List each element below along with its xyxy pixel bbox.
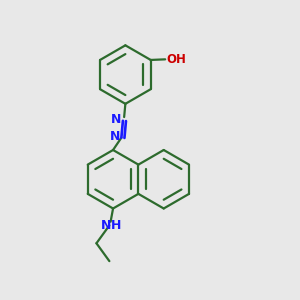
Text: N: N — [110, 130, 120, 142]
Text: N: N — [101, 219, 112, 232]
Text: H: H — [111, 219, 121, 232]
Text: OH: OH — [167, 53, 187, 66]
Text: N: N — [111, 113, 121, 126]
